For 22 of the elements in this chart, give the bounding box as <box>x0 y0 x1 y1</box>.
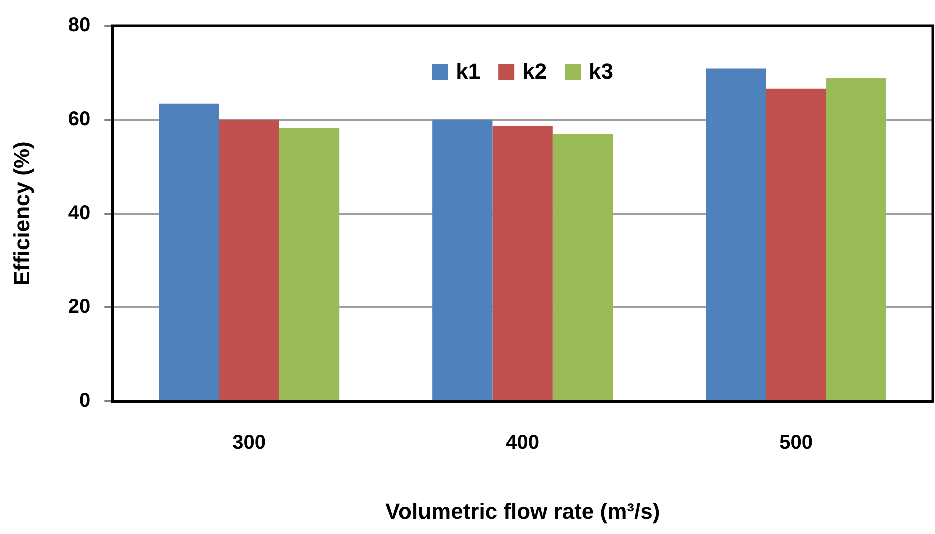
x-tick-label: 300 <box>232 432 266 454</box>
legend-label: k3 <box>589 59 614 84</box>
bar <box>552 134 614 401</box>
x-tick-label: 500 <box>780 432 813 454</box>
bar <box>159 104 220 401</box>
y-tick-label: 20 <box>68 296 91 318</box>
bar <box>219 120 280 401</box>
y-tick-label: 60 <box>68 108 91 130</box>
y-tick-label: 80 <box>68 14 91 37</box>
y-tick-label: 0 <box>80 390 91 412</box>
bar <box>279 128 340 401</box>
bar <box>706 68 766 401</box>
bar <box>492 126 553 401</box>
bar <box>432 120 493 401</box>
legend-label: k1 <box>456 59 481 84</box>
y-tick-label: 40 <box>68 202 91 224</box>
bar <box>826 78 887 401</box>
bar <box>766 88 826 401</box>
x-tick-label: 400 <box>506 432 540 454</box>
y-axis-title: Efficiency (%) <box>9 142 34 286</box>
x-axis-title: Volumetric flow rate (m³/s) <box>386 498 660 524</box>
legend-label: k2 <box>522 59 548 84</box>
